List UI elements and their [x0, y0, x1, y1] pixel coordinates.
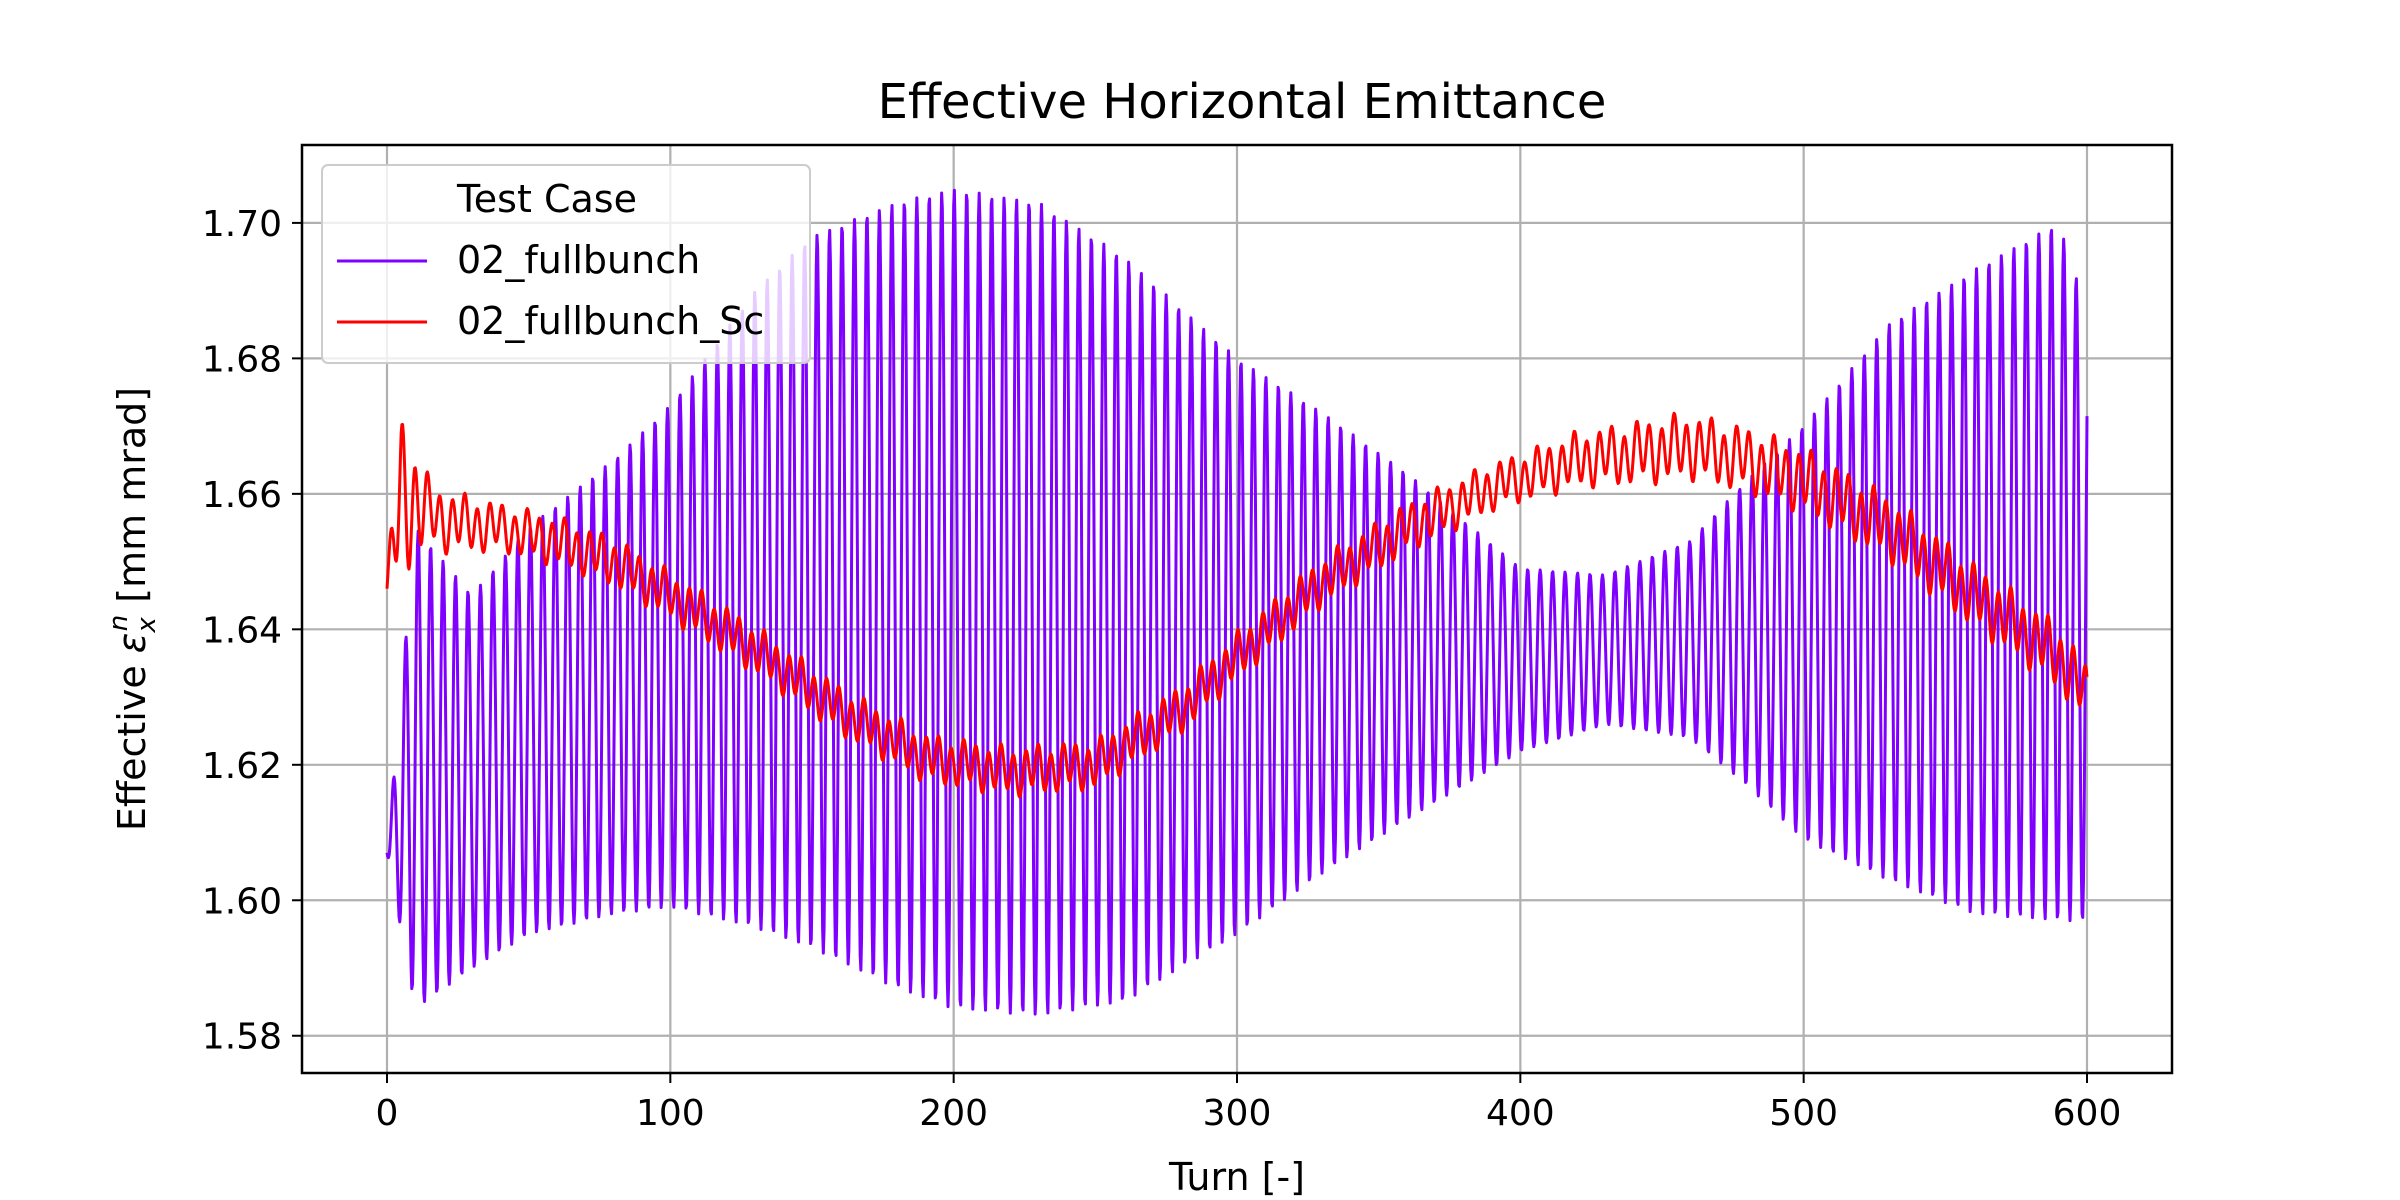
- x-tick-label: 300: [1203, 1093, 1272, 1134]
- y-tick-label: 1.60: [202, 881, 282, 922]
- y-tick-label: 1.64: [202, 610, 282, 651]
- y-axis-label: Effective εxn [mm mrad]: [104, 387, 162, 831]
- legend: Test Case 02_fullbunch 02_fullbunch_Sc: [321, 164, 811, 364]
- y-tick-label: 1.70: [202, 204, 282, 245]
- x-axis: 0 100 200 300 400 500 600: [376, 1073, 2122, 1134]
- x-tick-label: 500: [1769, 1093, 1838, 1134]
- x-axis-label: Turn [-]: [1168, 1155, 1305, 1199]
- x-tick-label: 100: [636, 1093, 705, 1134]
- y-tick-label: 1.62: [202, 746, 282, 787]
- y-axis: 1.58 1.60 1.62 1.64 1.66 1.68 1.70: [202, 204, 302, 1058]
- series-line-02-fullbunch-sc: [385, 411, 2089, 799]
- y-axis-label-sub: x: [132, 617, 162, 634]
- y-axis-label-suffix: [mm mrad]: [110, 387, 154, 615]
- chart-title: Effective Horizontal Emittance: [878, 74, 1607, 130]
- x-tick-label: 600: [2053, 1093, 2122, 1134]
- x-tick-label: 400: [1486, 1093, 1555, 1134]
- series-layer: [385, 188, 2089, 1016]
- y-tick-label: 1.68: [202, 339, 282, 380]
- legend-box: [321, 164, 811, 364]
- y-axis-label-prefix: Effective: [110, 653, 154, 831]
- y-tick-label: 1.58: [202, 1017, 282, 1058]
- y-axis-label-symbol: ε: [110, 633, 154, 654]
- legend-label-02-fullbunch-sc: 02_fullbunch_Sc: [457, 299, 764, 343]
- legend-title: Test Case: [456, 177, 637, 221]
- x-tick-label: 0: [376, 1093, 399, 1134]
- x-tick-label: 200: [919, 1093, 988, 1134]
- legend-label-02-fullbunch: 02_fullbunch: [457, 238, 700, 282]
- y-tick-label: 1.66: [202, 475, 282, 516]
- y-axis-label-sup: n: [104, 615, 134, 631]
